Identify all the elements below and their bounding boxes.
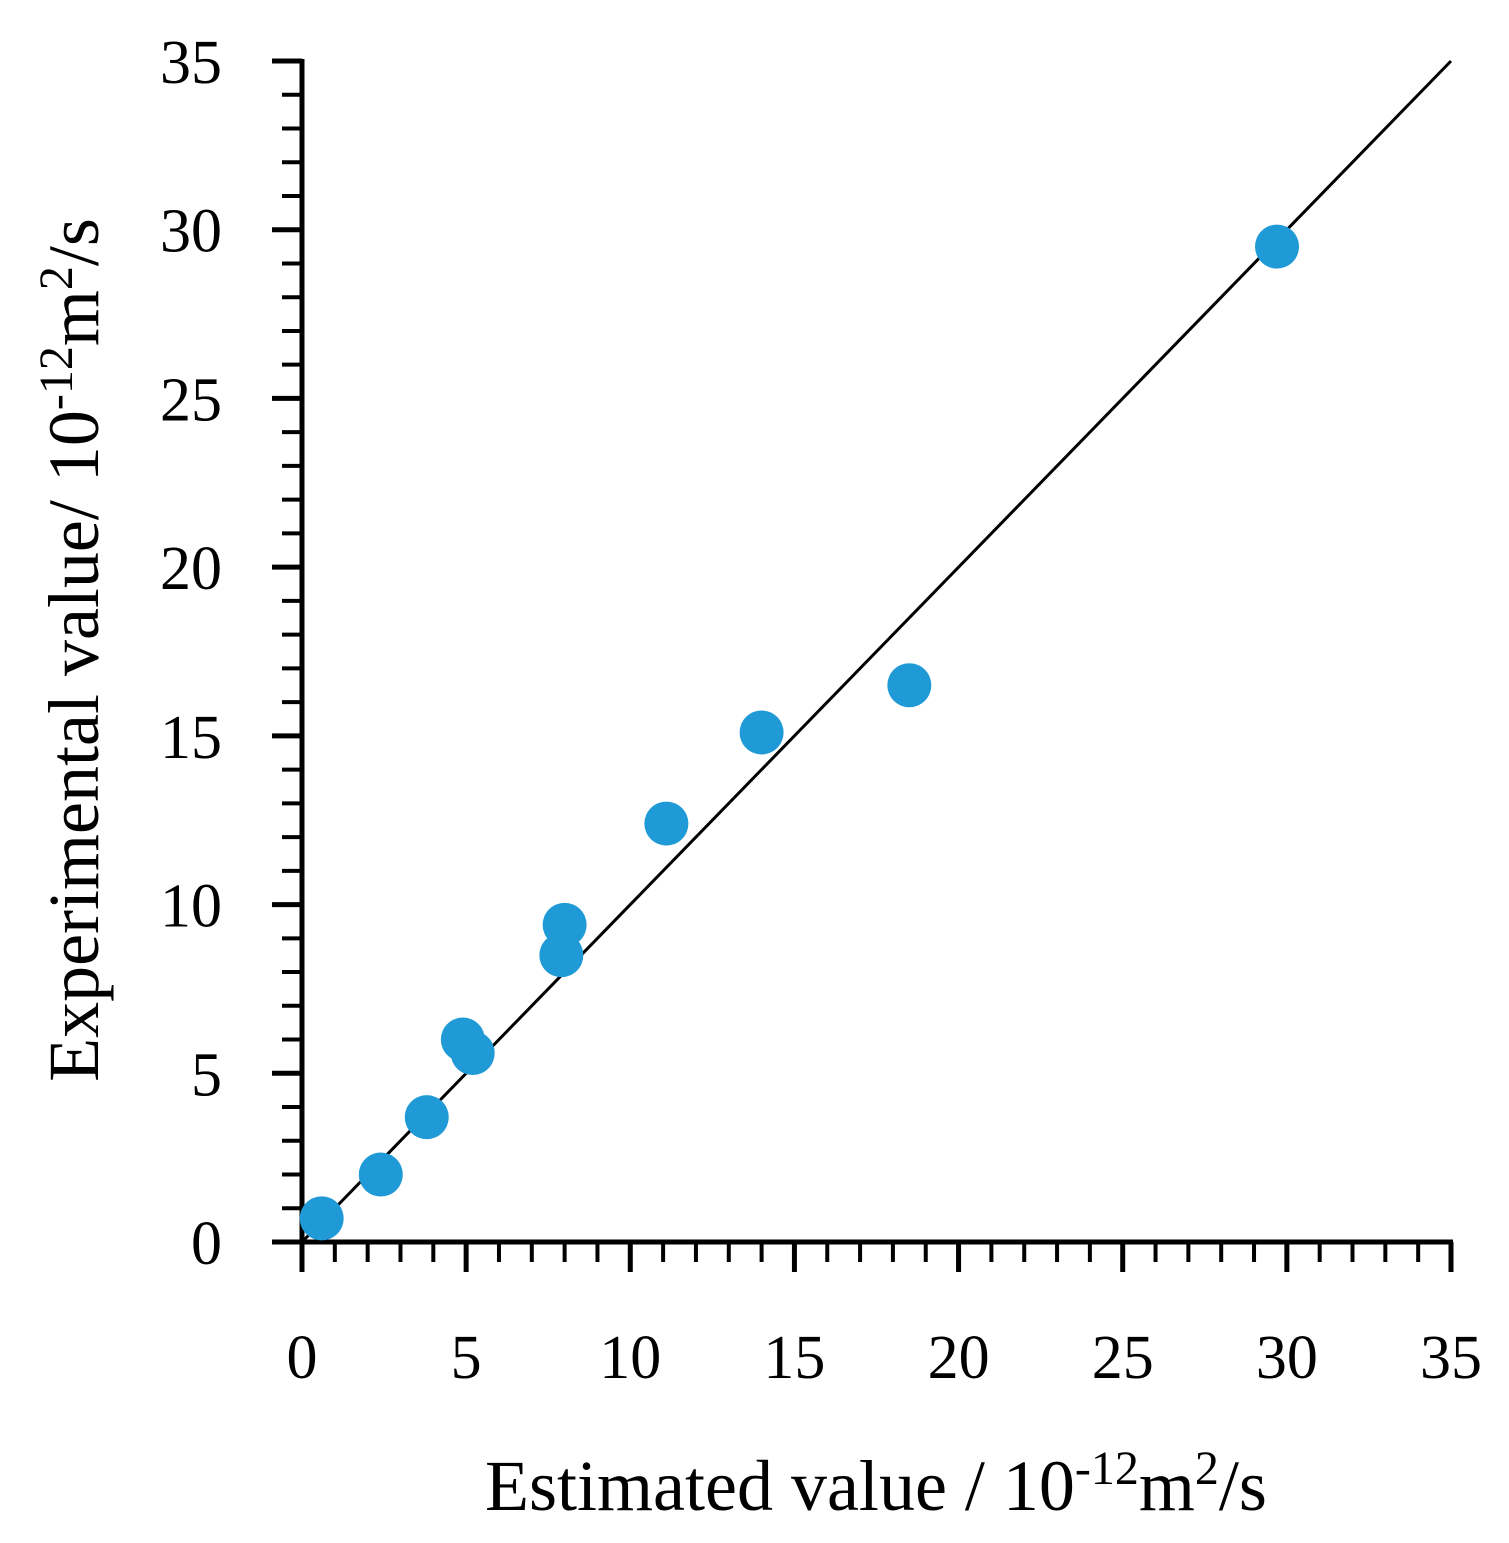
data-point — [739, 710, 784, 755]
data-points — [299, 224, 1300, 1241]
x-tick-label: 10 — [599, 1324, 661, 1392]
data-point — [887, 663, 932, 708]
x-tick-label: 25 — [1092, 1324, 1154, 1392]
y-tick-label: 30 — [160, 198, 222, 266]
x-tick-label: 5 — [451, 1324, 482, 1392]
y-tick-label: 25 — [160, 366, 222, 434]
x-tick-label: 30 — [1256, 1324, 1318, 1392]
major-ticks — [272, 58, 1454, 1272]
y-tick-label: 0 — [191, 1210, 222, 1278]
x-tick-label: 35 — [1420, 1324, 1482, 1392]
x-axis-title: Estimated value / 10-12m2/s — [485, 1442, 1267, 1526]
data-point — [644, 801, 689, 846]
data-point — [542, 902, 587, 947]
tick-labels: 0 5 10 15 20 25 30 35 0 5 10 15 20 25 30 35 — [160, 29, 1482, 1392]
data-point — [450, 1031, 495, 1076]
data-point — [299, 1196, 344, 1241]
x-tick-label: 0 — [287, 1324, 318, 1392]
y-axis-title: Experimental value/ 10-12m2/s — [30, 218, 114, 1082]
x-tick-label: 20 — [928, 1324, 990, 1392]
y-tick-label: 5 — [191, 1041, 222, 1109]
x-tick-label: 15 — [763, 1324, 825, 1392]
y-tick-label: 35 — [160, 29, 222, 97]
y-tick-label: 20 — [160, 535, 222, 603]
y-tick-label: 10 — [160, 873, 222, 941]
data-point — [1255, 224, 1300, 269]
data-point — [358, 1152, 403, 1197]
minor-ticks — [282, 92, 1421, 1262]
data-point — [404, 1095, 449, 1140]
y-tick-label: 15 — [160, 704, 222, 772]
